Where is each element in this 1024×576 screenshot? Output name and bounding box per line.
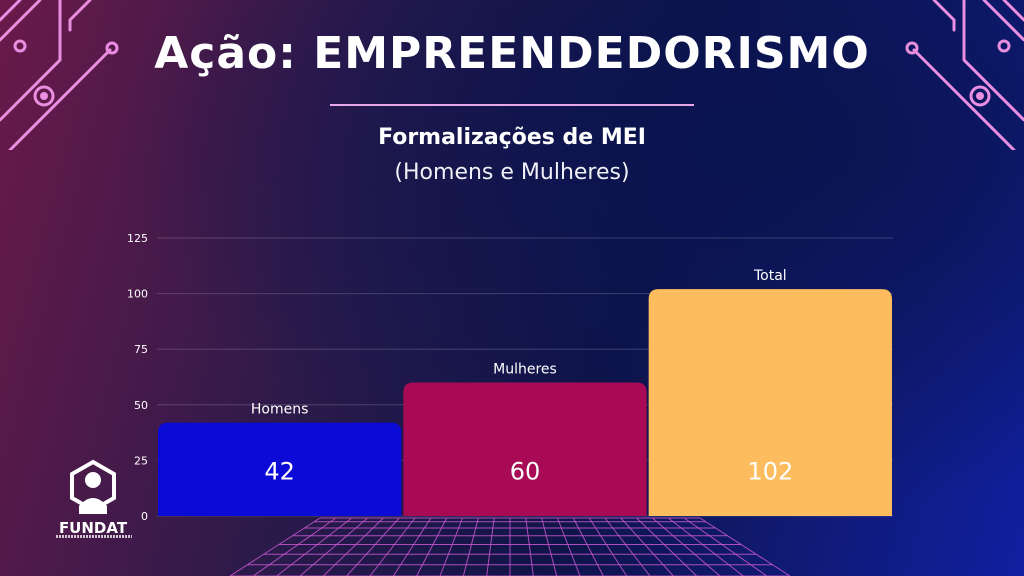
y-tick-label: 100 bbox=[127, 288, 148, 301]
bar-category-label: Mulheres bbox=[493, 362, 557, 378]
bar-value-label: 102 bbox=[747, 457, 793, 485]
circuit-decoration-left bbox=[0, 0, 119, 150]
y-tick-label: 0 bbox=[141, 510, 148, 523]
logo-text: FUNDAT bbox=[58, 519, 128, 537]
title-divider bbox=[330, 104, 694, 106]
y-tick-label: 75 bbox=[134, 343, 148, 356]
bar-value-label: 42 bbox=[264, 457, 295, 485]
y-tick-label: 25 bbox=[134, 454, 148, 467]
chart-subtitle: Formalizações de MEI bbox=[378, 125, 646, 150]
bar-mulheres bbox=[403, 382, 647, 516]
bar-homens bbox=[158, 422, 402, 516]
y-tick-label: 50 bbox=[134, 399, 148, 412]
bar-total bbox=[648, 289, 892, 516]
y-tick-label: 125 bbox=[127, 232, 148, 245]
bar-category-label: Homens bbox=[251, 402, 309, 418]
bar-value-label: 60 bbox=[510, 457, 541, 485]
circuit-decoration-right bbox=[905, 0, 1024, 150]
chart-subtitle-secondary: (Homens e Mulheres) bbox=[394, 160, 630, 185]
logo-tagline-decoration bbox=[56, 535, 132, 538]
page-title: Ação: EMPREENDEDORISMO bbox=[154, 28, 870, 79]
fundat-logo-icon bbox=[70, 459, 116, 514]
bar-category-label: Total bbox=[753, 268, 787, 284]
